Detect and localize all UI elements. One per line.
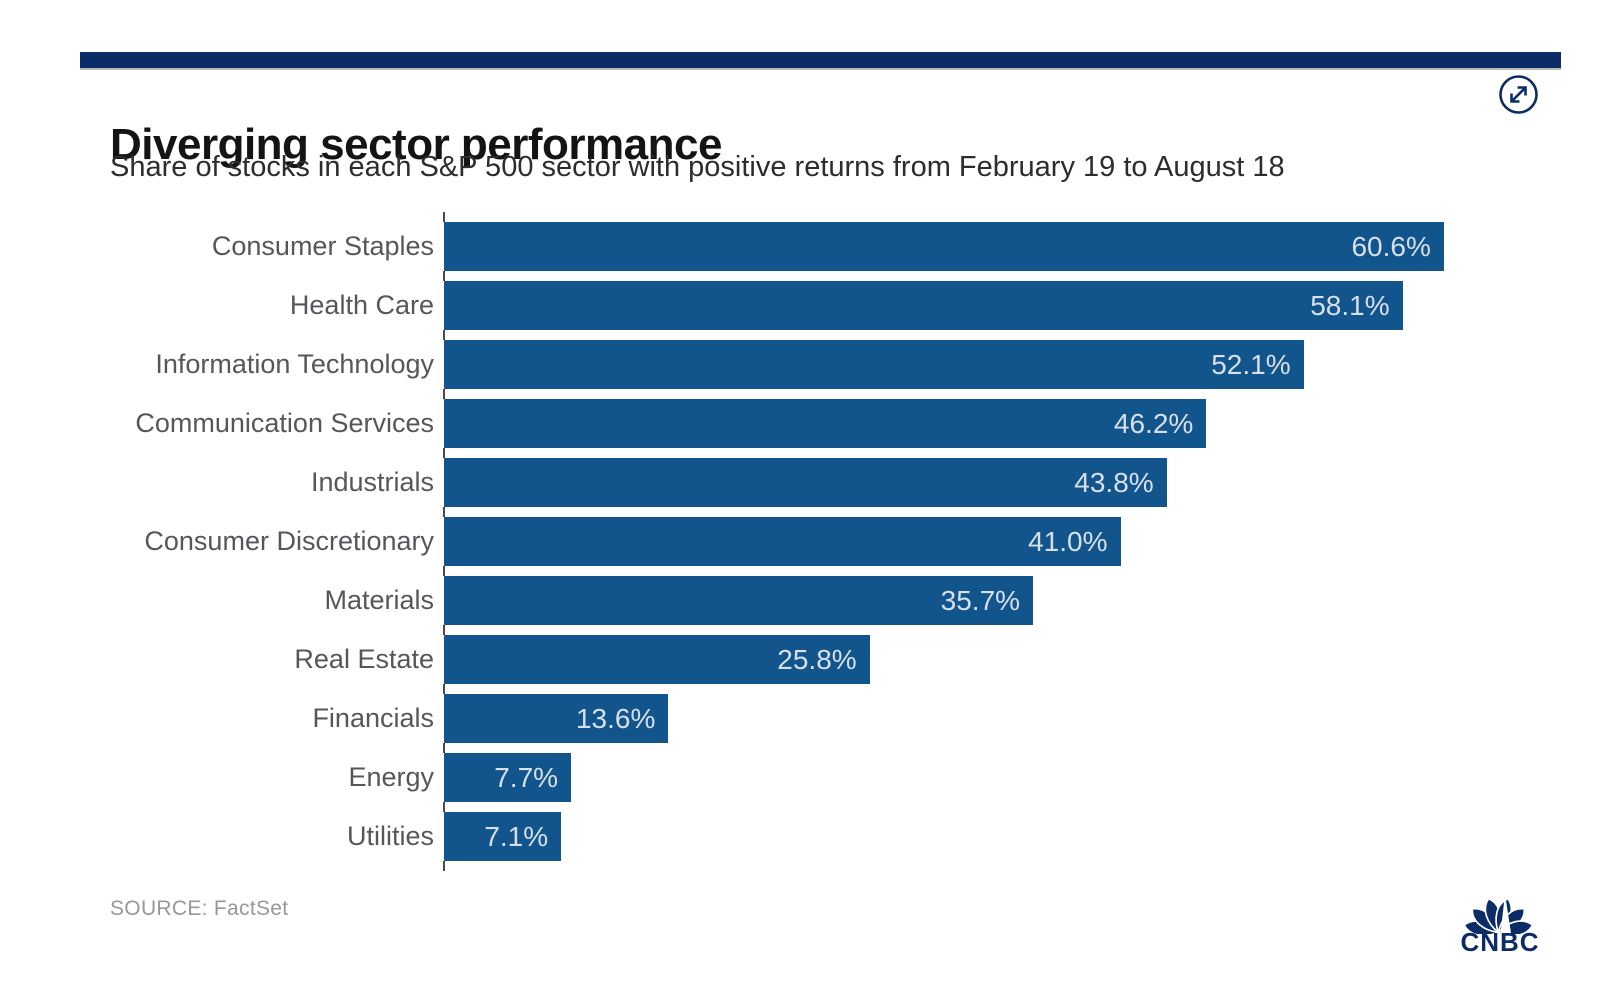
axis-tick [443,566,445,576]
bar-row: Energy 7.7% [110,753,1460,802]
value-label: 41.0% [1028,525,1108,557]
category-label: Information Technology [155,349,434,379]
value-label: 43.8% [1074,466,1154,498]
bar-track: 41.0% [444,517,1460,566]
category-label: Industrials [310,467,434,497]
axis-tick [443,684,445,694]
value-label: 13.6% [575,702,656,734]
value-label: 46.2% [1113,407,1194,439]
value-label: 7.7% [494,761,559,793]
bar-row: Utilities 7.1% [110,812,1460,861]
bar-track: 58.1% [444,281,1460,330]
bar-row: Real Estate 25.8% [110,635,1460,684]
value-label: 52.1% [1211,348,1291,380]
bar-row: Materials 35.7% [110,576,1460,625]
value-label: 58.1% [1310,289,1390,321]
category-label: Financials [312,703,434,733]
bar-track: 25.8% [444,635,1460,684]
category-label: Consumer Discretionary [144,526,434,556]
bar-track: 60.6% [444,222,1460,271]
brand-wordmark: CNBC [1460,927,1540,957]
bar[interactable]: 25.8% [444,635,870,684]
bar[interactable]: 46.2% [444,399,1207,448]
page-subtitle: Share of stocks in each S&P 500 sector w… [110,151,1285,183]
bar-track: 35.7% [444,576,1460,625]
bar-row: Consumer Staples 60.6% [110,222,1460,271]
bar-track: 13.6% [444,694,1460,743]
bar-track: 52.1% [444,340,1460,389]
brand-logo: CNBC [1452,884,1548,955]
bar[interactable]: 13.6% [444,694,669,743]
bar-row: Financials 13.6% [110,694,1460,743]
expand-button[interactable] [1496,72,1541,117]
value-label: 60.6% [1351,230,1431,262]
value-label: 7.1% [484,820,549,852]
bar-track: 43.8% [444,458,1460,507]
category-label: Consumer Staples [211,231,434,261]
top-accent-bar [80,52,1561,68]
axis-tick [443,861,445,871]
bar-rows: Consumer Staples 60.6% Health Care 58.1% Inf… [110,222,1460,861]
bar[interactable]: 60.6% [444,222,1444,271]
axis-tick [443,743,445,753]
category-label: Energy [348,762,434,792]
bar-row: Communication Services 46.2% [110,399,1460,448]
bar[interactable]: 35.7% [444,576,1034,625]
bar[interactable]: 52.1% [444,340,1304,389]
bar-track: 7.1% [444,812,1460,861]
axis-tick [443,802,445,812]
category-label: Health Care [289,290,434,320]
category-label: Communication Services [135,408,434,438]
bar-chart: Consumer Staples 60.6% Health Care 58.1% Inf… [110,212,1460,871]
axis-tick [443,389,445,399]
axis-tick [443,625,445,635]
bar[interactable]: 43.8% [444,458,1167,507]
bar[interactable]: 7.7% [444,753,572,802]
page-title: Diverging sector performance [110,120,722,170]
bar-row: Health Care 58.1% [110,281,1460,330]
category-label: Materials [324,585,434,615]
bar-track: 46.2% [444,399,1460,448]
category-label: Real Estate [294,644,434,674]
category-label: Utilities [346,821,434,851]
expand-diagonal-arrows-icon [1499,75,1538,114]
bar[interactable]: 7.1% [444,812,562,861]
axis-tick [443,212,445,222]
bar[interactable]: 58.1% [444,281,1403,330]
axis-tick [443,330,445,340]
bar-track: 7.7% [444,753,1460,802]
axis-tick [443,507,445,517]
axis-tick [443,271,445,281]
cnbc-peacock-icon [1463,894,1534,934]
axis-tick [443,448,445,458]
value-label: 35.7% [940,584,1021,616]
bar[interactable]: 41.0% [444,517,1121,566]
bar-row: Information Technology 52.1% [110,340,1460,389]
bar-row: Industrials 43.8% [110,458,1460,507]
value-label: 25.8% [777,643,857,675]
bar-row: Consumer Discretionary 41.0% [110,517,1460,566]
source-note: SOURCE: FactSet [110,897,289,920]
